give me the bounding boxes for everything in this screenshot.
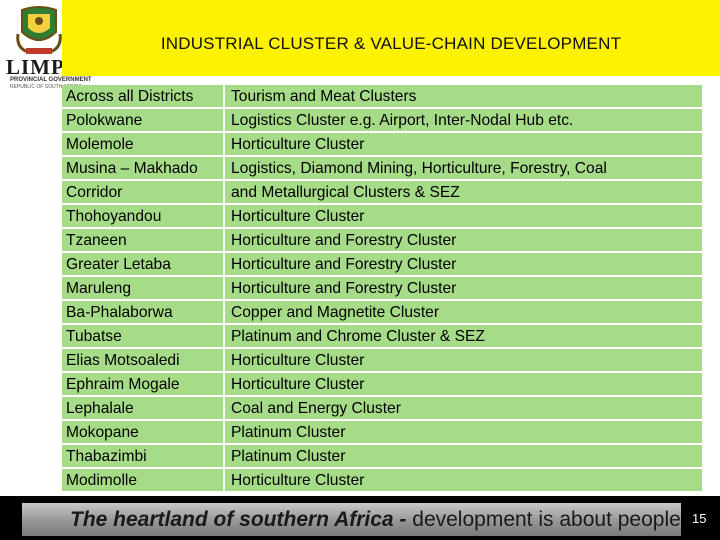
table-row: Thohoyandou Horticulture Cluster bbox=[62, 205, 702, 229]
cluster-cell: Logistics Cluster e.g. Airport, Inter-No… bbox=[225, 109, 702, 133]
district-cell: Modimolle bbox=[62, 469, 225, 493]
cluster-cell: Horticulture Cluster bbox=[225, 133, 702, 157]
cluster-cell: Horticulture Cluster bbox=[225, 349, 702, 373]
page-number: 15 bbox=[692, 511, 707, 526]
logo-subtitle: PROVINCIAL GOVERNMENT bbox=[10, 77, 92, 83]
cluster-cell: and Metallurgical Clusters & SEZ bbox=[225, 181, 702, 205]
footer-slogan: The heartland of southern Africa - devel… bbox=[70, 503, 681, 536]
district-cell: Molemole bbox=[62, 133, 225, 157]
table-row: Corridor and Metallurgical Clusters & SEZ bbox=[62, 181, 702, 205]
district-cell: Thabazimbi bbox=[62, 445, 225, 469]
table-row: Ba-Phalaborwa Copper and Magnetite Cluste… bbox=[62, 301, 702, 325]
district-cell: Thohoyandou bbox=[62, 205, 225, 229]
table-row: Mokopane Platinum Cluster bbox=[62, 421, 702, 445]
district-cell: Tzaneen bbox=[62, 229, 225, 253]
cluster-cell: Platinum Cluster bbox=[225, 445, 702, 469]
district-cell: Lephalale bbox=[62, 397, 225, 421]
district-cell: Ephraim Mogale bbox=[62, 373, 225, 397]
cluster-cell: Coal and Energy Cluster bbox=[225, 397, 702, 421]
cluster-cell: Horticulture Cluster bbox=[225, 373, 702, 397]
table-row: Tubatse Platinum and Chrome Cluster & SEZ bbox=[62, 325, 702, 349]
table-row: Lephalale Coal and Energy Cluster bbox=[62, 397, 702, 421]
table-row: Across all Districts Tourism and Meat Clu… bbox=[62, 85, 702, 109]
district-cell: Maruleng bbox=[62, 277, 225, 301]
table-row: Modimolle Horticulture Cluster bbox=[62, 469, 702, 493]
table-row: Ephraim Mogale Horticulture Cluster bbox=[62, 373, 702, 397]
cluster-cell: Horticulture Cluster bbox=[225, 469, 702, 493]
district-cell: Polokwane bbox=[62, 109, 225, 133]
district-cell: Across all Districts bbox=[62, 85, 225, 109]
cluster-cell: Horticulture and Forestry Cluster bbox=[225, 253, 702, 277]
logo-tagline: REPUBLIC OF SOUTH AFRICA bbox=[10, 84, 82, 90]
table-row: Musina – Makhado Logistics, Diamond Minin… bbox=[62, 157, 702, 181]
slogan-rest-text: development is about people bbox=[412, 508, 681, 531]
cluster-cell: Platinum and Chrome Cluster & SEZ bbox=[225, 325, 702, 349]
cluster-cell: Horticulture and Forestry Cluster bbox=[225, 277, 702, 301]
title-band: INDUSTRIAL CLUSTER & VALUE-CHAIN DEVELOP… bbox=[62, 0, 720, 76]
footer-banner: The heartland of southern Africa - devel… bbox=[22, 503, 681, 536]
district-cell: Elias Motsoaledi bbox=[62, 349, 225, 373]
table-row: Thabazimbi Platinum Cluster bbox=[62, 445, 702, 469]
coat-of-arms-icon bbox=[16, 6, 62, 54]
cluster-cell: Copper and Magnetite Cluster bbox=[225, 301, 702, 325]
table-row: Polokwane Logistics Cluster e.g. Airport,… bbox=[62, 109, 702, 133]
cluster-table: Across all Districts Tourism and Meat Clu… bbox=[62, 85, 702, 493]
table-row: Greater Letaba Horticulture and Forestry … bbox=[62, 253, 702, 277]
cluster-cell: Logistics, Diamond Mining, Horticulture,… bbox=[225, 157, 702, 181]
slogan-bold-text: The heartland of southern Africa - bbox=[70, 508, 413, 531]
district-cell: Greater Letaba bbox=[62, 253, 225, 277]
table-row: Maruleng Horticulture and Forestry Cluste… bbox=[62, 277, 702, 301]
page-title: INDUSTRIAL CLUSTER & VALUE-CHAIN DEVELOP… bbox=[160, 34, 622, 53]
cluster-cell: Tourism and Meat Clusters bbox=[225, 85, 702, 109]
district-cell: Mokopane bbox=[62, 421, 225, 445]
table-row: Elias Motsoaledi Horticulture Cluster bbox=[62, 349, 702, 373]
cluster-cell: Platinum Cluster bbox=[225, 421, 702, 445]
table-row: Molemole Horticulture Cluster bbox=[62, 133, 702, 157]
district-cell: Corridor bbox=[62, 181, 225, 205]
cluster-cell: Horticulture Cluster bbox=[225, 205, 702, 229]
cluster-cell: Horticulture and Forestry Cluster bbox=[225, 229, 702, 253]
district-cell: Tubatse bbox=[62, 325, 225, 349]
district-cell: Musina – Makhado bbox=[62, 157, 225, 181]
table-row: Tzaneen Horticulture and Forestry Cluster bbox=[62, 229, 702, 253]
district-cell: Ba-Phalaborwa bbox=[62, 301, 225, 325]
